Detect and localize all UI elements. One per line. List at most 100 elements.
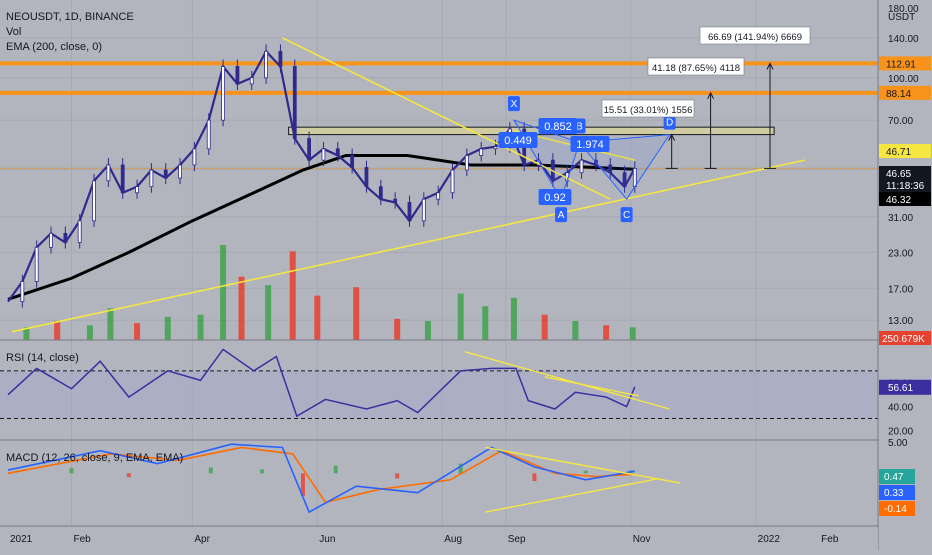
candle-body bbox=[436, 192, 441, 200]
volume-bar bbox=[353, 287, 360, 340]
price-tick-label: 17.00 bbox=[888, 284, 913, 295]
candle-body bbox=[407, 202, 412, 222]
volume-bar bbox=[541, 314, 548, 340]
ema-legend: EMA (200, close, 0) bbox=[6, 41, 102, 53]
candle-body bbox=[34, 246, 39, 282]
target-label: 15.51 (33.01%) 1556 bbox=[604, 105, 693, 116]
rsi-trendline bbox=[544, 376, 640, 397]
time-tick-label: Apr bbox=[194, 534, 210, 545]
volume-bar bbox=[424, 321, 431, 340]
candle-body bbox=[393, 198, 398, 203]
candle-body bbox=[92, 180, 96, 222]
price-tag-label: 46.32 bbox=[886, 195, 911, 206]
time-tick-label: Jun bbox=[319, 534, 335, 545]
volume-bar bbox=[23, 327, 30, 340]
candle-body bbox=[20, 281, 25, 302]
volume-bar bbox=[134, 323, 141, 340]
volume-bar bbox=[238, 276, 245, 340]
target-arrowhead bbox=[766, 62, 774, 70]
candle-body bbox=[249, 77, 254, 85]
rsi-value-label: 56.61 bbox=[888, 383, 913, 394]
harmonic-pattern: X A B C D 0.449 0.92 0.852 1.974 bbox=[498, 96, 676, 223]
candle-body bbox=[335, 148, 340, 156]
time-tick-label: 2022 bbox=[758, 534, 781, 545]
volume-bar bbox=[457, 293, 464, 340]
candle-body bbox=[622, 172, 627, 188]
rsi-value-tag bbox=[879, 379, 931, 395]
macd-trendline bbox=[485, 477, 660, 513]
macd-histogram-bar bbox=[126, 473, 131, 478]
target-label-box bbox=[647, 57, 745, 76]
harmonic-point-label: A bbox=[558, 210, 565, 221]
rsi-tick-label: 20.00 bbox=[888, 426, 913, 437]
target-label-box bbox=[699, 26, 811, 45]
time-tick-label: Aug bbox=[444, 534, 462, 545]
candle-body bbox=[608, 164, 613, 174]
macd-value-tag bbox=[879, 485, 915, 500]
macd-histogram-bar bbox=[532, 473, 537, 482]
macd-legend: MACD (12, 26, close, 9, EMA, EMA) bbox=[6, 452, 183, 464]
rsi-trendline bbox=[464, 351, 670, 410]
target-label: 41.18 (87.65%) 4118 bbox=[652, 63, 740, 74]
candle-body bbox=[364, 167, 369, 188]
harmonic-ratio-box bbox=[570, 136, 610, 152]
candle-body bbox=[106, 164, 111, 182]
harmonic-ratio-box bbox=[538, 118, 578, 134]
macd-histogram-bar bbox=[333, 465, 338, 474]
macd-line bbox=[7, 443, 635, 514]
macd-histogram-bar bbox=[458, 463, 463, 474]
volume-value-label: 250.679K bbox=[882, 334, 925, 345]
candle-body bbox=[292, 66, 297, 139]
harmonic-ratio-label: 0.92 bbox=[544, 192, 565, 204]
volume-bar bbox=[164, 316, 171, 340]
currency-label: USDT bbox=[888, 12, 915, 23]
time-axis: 2021 Feb Apr Jun Aug Sep Nov 2022 Feb bbox=[0, 527, 878, 550]
harmonic-ratio-label: 0.449 bbox=[504, 135, 532, 147]
rsi-band bbox=[0, 370, 878, 419]
target-arrowhead bbox=[707, 91, 715, 100]
harmonic-point-label: B bbox=[576, 122, 583, 133]
price-tag-time: 11:18:36 bbox=[886, 181, 925, 192]
price-tick-label: 140.00 bbox=[888, 34, 919, 45]
macd-trendline bbox=[485, 446, 680, 484]
candle-body bbox=[307, 138, 312, 161]
candle-body bbox=[49, 232, 53, 248]
harmonic-ratio-label: 0.852 bbox=[544, 121, 572, 133]
macd-histogram-bar bbox=[208, 467, 213, 474]
candle-body bbox=[63, 232, 68, 243]
ema-200-line bbox=[7, 153, 635, 301]
harmonic-point-marker bbox=[555, 207, 568, 223]
price-axis: 180.00 140.00 100.00 70.00 31.00 23.00 17.00 13… bbox=[879, 0, 932, 550]
volume-bar bbox=[482, 306, 489, 340]
volume-bar bbox=[510, 297, 517, 340]
price-tick-label: 180.00 bbox=[888, 4, 919, 15]
rsi-tick-label: 40.00 bbox=[888, 403, 913, 414]
candle-body bbox=[192, 148, 197, 166]
harmonic-point-marker bbox=[620, 207, 633, 223]
ema-200-path bbox=[7, 153, 635, 301]
macd-tick-label: 5.00 bbox=[888, 438, 908, 449]
volume-bar bbox=[107, 308, 114, 340]
time-tick-label: Nov bbox=[633, 534, 651, 545]
price-tag-label: 88.14 bbox=[886, 89, 911, 100]
volume-bar bbox=[394, 318, 401, 340]
candle-body bbox=[135, 186, 139, 194]
candle-body bbox=[235, 66, 240, 85]
rsi-pane bbox=[0, 348, 878, 420]
candle-body bbox=[178, 164, 182, 179]
macd-histogram-bar bbox=[69, 468, 74, 474]
price-tag-label: 46.71 bbox=[886, 147, 911, 158]
price-tag bbox=[879, 85, 931, 100]
candle-body bbox=[77, 220, 82, 243]
volume-bar bbox=[86, 325, 93, 340]
volume-bar bbox=[314, 295, 321, 340]
target-arrowhead bbox=[668, 133, 676, 141]
price-tick-label: 70.00 bbox=[888, 116, 913, 127]
candle-body bbox=[278, 50, 283, 67]
candle-body bbox=[120, 164, 125, 194]
harmonic-point-label: X bbox=[511, 99, 518, 110]
candle-body bbox=[206, 119, 211, 150]
